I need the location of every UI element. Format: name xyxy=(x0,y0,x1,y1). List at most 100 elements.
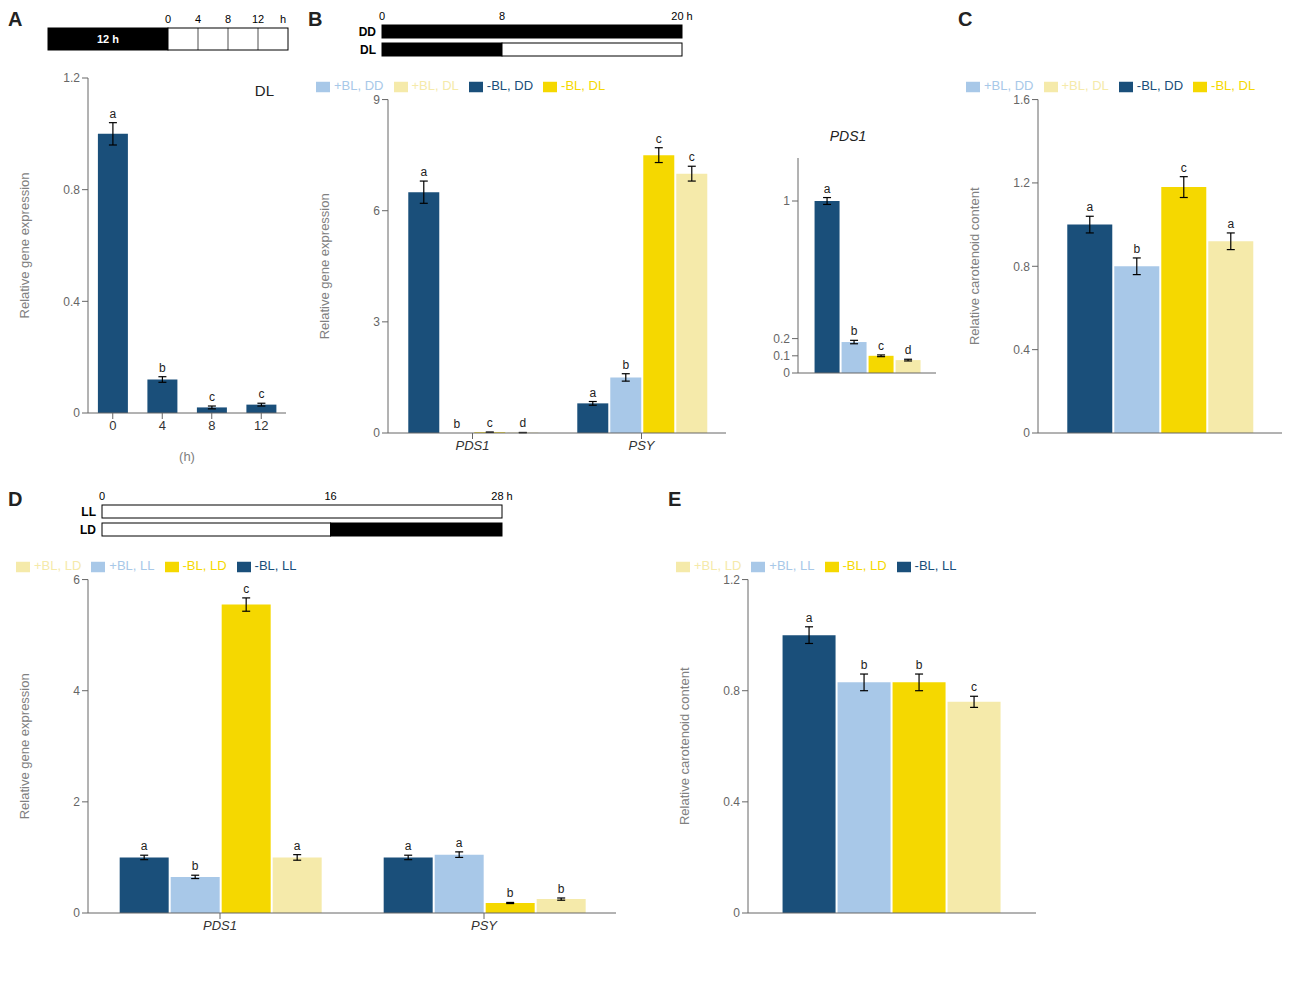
svg-text:a: a xyxy=(294,839,301,853)
svg-text:4: 4 xyxy=(159,418,166,433)
svg-text:0.8: 0.8 xyxy=(1013,260,1030,274)
svg-text:b: b xyxy=(453,417,460,431)
svg-text:h: h xyxy=(280,13,286,25)
svg-text:b: b xyxy=(861,658,868,672)
svg-text:16: 16 xyxy=(324,490,336,502)
svg-text:c: c xyxy=(258,387,264,401)
html-text:+BL, DD: +BL, DD xyxy=(984,78,1034,93)
svg-text:1: 1 xyxy=(783,194,790,208)
svg-text:d: d xyxy=(519,416,526,430)
svg-text:c: c xyxy=(1181,161,1187,175)
html-text:+BL, DL: +BL, DL xyxy=(411,78,459,93)
svg-text:Relative gene expression: Relative gene expression xyxy=(17,173,32,319)
html-text:-BL, DL: -BL, DL xyxy=(561,78,606,93)
html-text:-BL, DD: -BL, DD xyxy=(486,78,534,93)
svg-text:12: 12 xyxy=(254,418,268,433)
svg-text:8: 8 xyxy=(225,13,231,25)
svg-text:3: 3 xyxy=(373,315,380,329)
svg-text:1.2: 1.2 xyxy=(1013,176,1030,190)
svg-text:0.1: 0.1 xyxy=(773,349,790,363)
svg-text:a: a xyxy=(824,182,831,196)
svg-text:a: a xyxy=(1227,217,1234,231)
html-text:-BL, DD: -BL, DD xyxy=(1136,78,1184,93)
svg-text:Relative gene expression: Relative gene expression xyxy=(317,193,332,339)
svg-text:c: c xyxy=(656,132,662,146)
html-text:DL: DL xyxy=(254,82,274,99)
svg-text:1.6: 1.6 xyxy=(1013,93,1030,107)
svg-text:b: b xyxy=(159,361,166,375)
svg-text:0: 0 xyxy=(73,906,80,920)
svg-text:DD: DD xyxy=(359,25,377,39)
html-text:+BL, DD: +BL, DD xyxy=(334,78,384,93)
svg-text:20 h: 20 h xyxy=(671,10,692,22)
svg-text:0.4: 0.4 xyxy=(1013,343,1030,357)
svg-text:8: 8 xyxy=(208,418,215,433)
svg-text:b: b xyxy=(192,859,199,873)
html-text:B: B xyxy=(308,8,323,30)
svg-text:28 h: 28 h xyxy=(491,490,512,502)
svg-text:c: c xyxy=(878,339,884,353)
svg-text:LD: LD xyxy=(80,523,96,537)
svg-text:0: 0 xyxy=(165,13,171,25)
svg-text:a: a xyxy=(405,839,412,853)
html-text:+BL, DL: +BL, DL xyxy=(1061,78,1109,93)
svg-text:Relative carotenoid content: Relative carotenoid content xyxy=(967,187,982,345)
svg-text:a: a xyxy=(141,839,148,853)
svg-text:0.8: 0.8 xyxy=(723,684,740,698)
svg-text:c: c xyxy=(243,582,249,596)
svg-text:12: 12 xyxy=(252,13,264,25)
svg-text:0: 0 xyxy=(73,406,80,420)
svg-text:4: 4 xyxy=(73,684,80,698)
svg-text:8: 8 xyxy=(499,10,505,22)
svg-text:0.4: 0.4 xyxy=(63,295,80,309)
svg-text:a: a xyxy=(589,386,596,400)
svg-text:b: b xyxy=(851,324,858,338)
html-text:PDS1: PDS1 xyxy=(829,128,867,144)
svg-text:12 h: 12 h xyxy=(97,33,119,45)
svg-text:LL: LL xyxy=(81,505,96,519)
svg-text:b: b xyxy=(507,886,514,900)
svg-text:PSY: PSY xyxy=(471,918,498,933)
svg-text:a: a xyxy=(806,611,813,625)
svg-text:0: 0 xyxy=(733,906,740,920)
svg-text:PDS1: PDS1 xyxy=(203,918,237,933)
svg-text:b: b xyxy=(622,358,629,372)
svg-text:PSY: PSY xyxy=(628,438,655,453)
svg-text:PDS1: PDS1 xyxy=(456,438,490,453)
svg-text:4: 4 xyxy=(195,13,201,25)
svg-text:a: a xyxy=(420,165,427,179)
svg-text:c: c xyxy=(487,416,493,430)
svg-text:1.2: 1.2 xyxy=(63,71,80,85)
svg-text:b: b xyxy=(558,882,565,896)
svg-text:Relative gene expression: Relative gene expression xyxy=(17,673,32,819)
svg-text:6: 6 xyxy=(73,573,80,587)
svg-text:a: a xyxy=(1086,200,1093,214)
svg-text:9: 9 xyxy=(373,93,380,107)
svg-text:0: 0 xyxy=(99,490,105,502)
svg-text:0: 0 xyxy=(783,366,790,380)
svg-text:a: a xyxy=(456,836,463,850)
svg-text:0.4: 0.4 xyxy=(723,795,740,809)
svg-text:DL: DL xyxy=(360,43,376,57)
svg-text:0.8: 0.8 xyxy=(63,183,80,197)
svg-text:b: b xyxy=(1133,242,1140,256)
html-text:A: A xyxy=(8,8,23,30)
svg-text:0: 0 xyxy=(373,426,380,440)
svg-text:c: c xyxy=(209,390,215,404)
svg-text:6: 6 xyxy=(373,204,380,218)
svg-text:0: 0 xyxy=(379,10,385,22)
svg-text:(h): (h) xyxy=(179,449,195,464)
html-text:C: C xyxy=(958,8,973,30)
svg-text:c: c xyxy=(971,680,977,694)
svg-text:0: 0 xyxy=(109,418,116,433)
svg-text:b: b xyxy=(916,658,923,672)
html-text:-BL, DL: -BL, DL xyxy=(1211,78,1256,93)
svg-text:2: 2 xyxy=(73,795,80,809)
svg-text:0.2: 0.2 xyxy=(773,332,790,346)
svg-text:1.2: 1.2 xyxy=(723,573,740,587)
svg-text:a: a xyxy=(110,107,117,121)
svg-text:d: d xyxy=(905,343,912,357)
svg-text:c: c xyxy=(689,150,695,164)
svg-text:0: 0 xyxy=(1023,426,1030,440)
svg-text:Relative carotenoid content: Relative carotenoid content xyxy=(677,667,692,825)
